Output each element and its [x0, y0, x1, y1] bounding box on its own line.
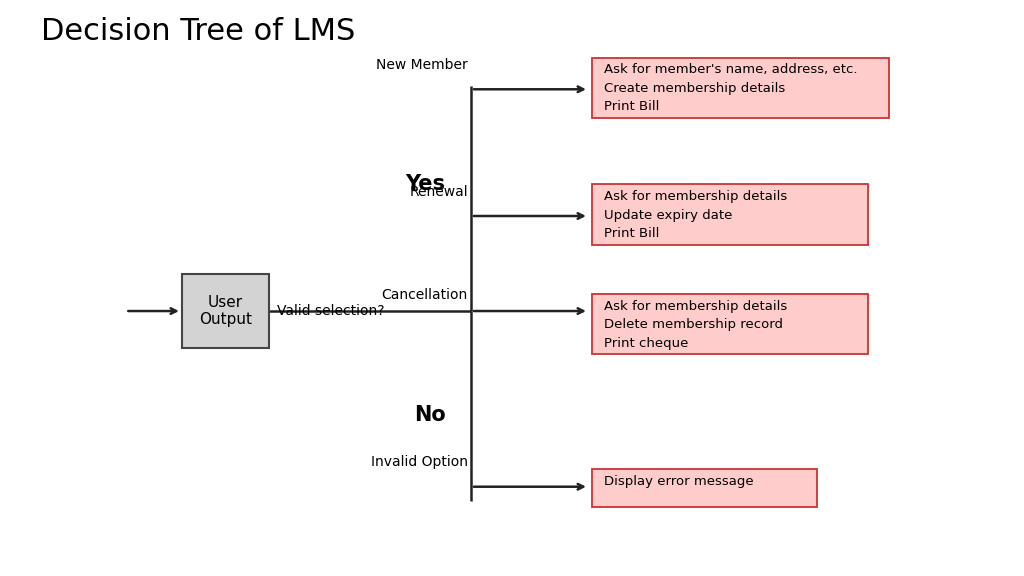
- Text: Ask for membership details
Update expiry date
Print Bill: Ask for membership details Update expiry…: [604, 190, 787, 240]
- Text: Yes: Yes: [406, 175, 445, 194]
- Text: Renewal: Renewal: [410, 185, 468, 199]
- Text: Decision Tree of LMS: Decision Tree of LMS: [41, 17, 355, 46]
- Text: Display error message: Display error message: [604, 475, 754, 488]
- Text: Ask for membership details
Delete membership record
Print cheque: Ask for membership details Delete member…: [604, 300, 787, 350]
- FancyBboxPatch shape: [592, 184, 868, 245]
- Text: Cancellation: Cancellation: [382, 289, 468, 302]
- Text: New Member: New Member: [376, 58, 468, 72]
- FancyBboxPatch shape: [592, 294, 868, 354]
- Text: No: No: [414, 405, 445, 425]
- Text: User
Output: User Output: [199, 295, 252, 327]
- FancyBboxPatch shape: [592, 469, 817, 507]
- Text: Valid selection?: Valid selection?: [276, 304, 384, 318]
- FancyBboxPatch shape: [182, 274, 268, 348]
- Text: Ask for member's name, address, etc.
Create membership details
Print Bill: Ask for member's name, address, etc. Cre…: [604, 63, 858, 113]
- Text: Invalid Option: Invalid Option: [371, 456, 468, 469]
- FancyBboxPatch shape: [592, 58, 889, 118]
